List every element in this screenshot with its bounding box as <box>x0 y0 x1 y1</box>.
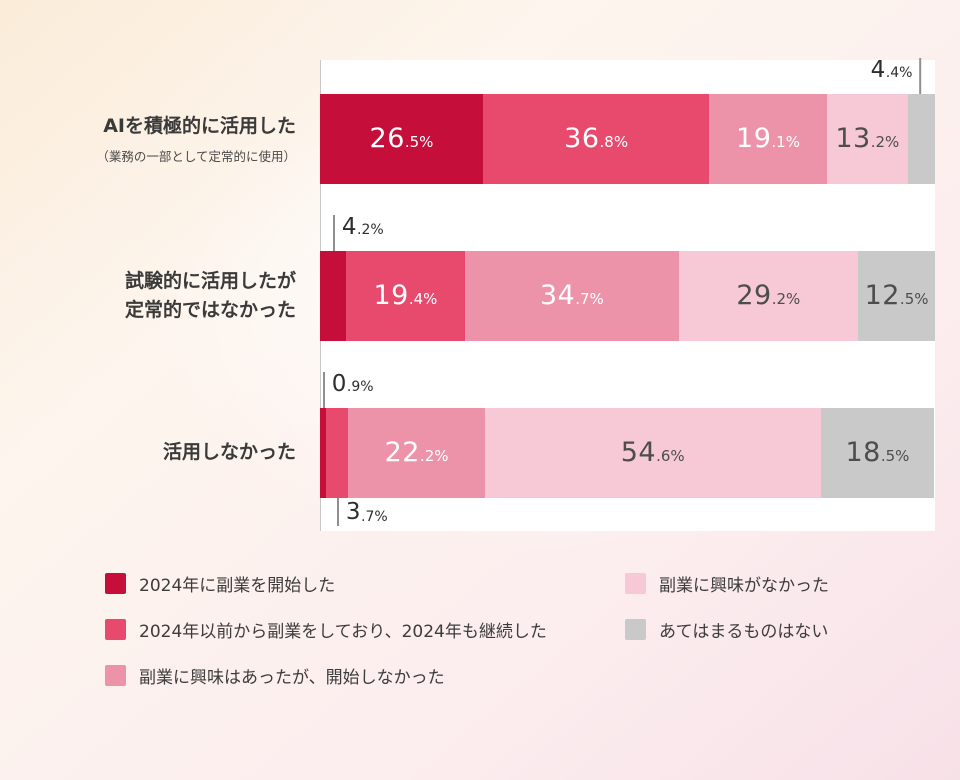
value-integer: 19 <box>736 123 772 154</box>
bar-value-label: 19.4% <box>374 280 438 311</box>
bar-segment: 18.5% <box>820 407 935 498</box>
bar-value-label: 13.2% <box>835 123 899 154</box>
bar-value-label: 26.5% <box>370 123 434 154</box>
legend-swatch <box>105 665 126 686</box>
bar-segment <box>325 407 349 498</box>
bar-segment: 34.7% <box>465 250 679 341</box>
bar-segment <box>907 93 935 184</box>
bar-track: 4.2% 19.4% 34.7% 29.2% 12.5% <box>320 214 935 341</box>
value-fraction: .2% <box>870 133 900 151</box>
category-label: AIを積極的に活用した （業務の一部として定常的に使用） <box>0 112 320 166</box>
bar-track: 0.9% 3.7% 22.2% 54.6% 18.5% <box>320 371 935 526</box>
category-label-sub: （業務の一部として定常的に使用） <box>96 149 296 165</box>
value-fraction: .5% <box>899 290 929 308</box>
bar-segment: 26.5% <box>320 93 483 184</box>
category-label-main: 活用しなかった <box>162 441 296 464</box>
value-integer: 54 <box>620 437 657 468</box>
category-label: 活用しなかった <box>0 438 320 467</box>
callout-value-label: 3.7% <box>336 497 388 526</box>
chart-row-ai-none: 活用しなかった 0.9% 3.7% 22.2% 54.6% 18.5% <box>0 371 935 531</box>
callout-value-label: 4.4% <box>870 56 922 94</box>
chart-row-ai-active: AIを積極的に活用した （業務の一部として定常的に使用） 26.5% 36.8% 1… <box>0 57 935 217</box>
legend-swatch <box>625 573 646 594</box>
legend-swatch <box>625 619 646 640</box>
value-fraction: .9% <box>346 378 374 395</box>
legend-column-left: 2024年に副業を開始した 2024年以前から副業をしており、2024年も継続した… <box>105 571 625 709</box>
bar-value-label: 19.1% <box>736 123 800 154</box>
value-integer: 12 <box>864 280 900 311</box>
chart-rows: AIを積極的に活用した （業務の一部として定常的に使用） 26.5% 36.8% 1… <box>0 57 935 531</box>
value-fraction: .4% <box>885 64 913 81</box>
category-label: 試験的に活用したが 定常的ではなかった <box>0 267 320 324</box>
legend: 2024年に副業を開始した 2024年以前から副業をしており、2024年も継続した… <box>105 571 960 709</box>
value-fraction: .7% <box>361 509 388 526</box>
value-integer: 0 <box>331 370 347 397</box>
value-integer: 18 <box>845 437 881 468</box>
value-integer: 4 <box>870 56 886 83</box>
bar-value-label: 18.5% <box>845 437 909 468</box>
legend-item: 副業に興味はあったが、開始しなかった <box>105 663 625 688</box>
bar-segment: 22.2% <box>348 407 485 498</box>
legend-item: 2024年以前から副業をしており、2024年も継続した <box>105 617 625 642</box>
category-label-main: AIを積極的に活用した <box>103 114 296 137</box>
bar-value-label: 36.8% <box>564 123 628 154</box>
value-integer: 3 <box>345 499 362 526</box>
value-fraction: .2% <box>357 221 384 238</box>
legend-item: 副業に興味がなかった <box>625 571 829 596</box>
value-integer: 34 <box>539 280 576 311</box>
bar-segment: 54.6% <box>484 407 821 498</box>
value-integer: 13 <box>835 123 871 154</box>
value-integer: 4 <box>341 213 358 240</box>
bar-track: 26.5% 36.8% 19.1% 13.2% 4.4% <box>320 57 935 184</box>
bar-segment: 29.2% <box>678 250 859 341</box>
bar-segment: 13.2% <box>826 93 908 184</box>
value-integer: 19 <box>373 280 409 311</box>
stacked-bar-chart: AIを積極的に活用した （業務の一部として定常的に使用） 26.5% 36.8% 1… <box>0 57 935 531</box>
bar-value-label: 12.5% <box>865 280 929 311</box>
value-fraction: .7% <box>575 290 604 308</box>
legend-swatch <box>105 619 126 640</box>
legend-item: 2024年に副業を開始した <box>105 571 625 596</box>
callout-value-label: 4.2% <box>332 213 384 251</box>
bar-segment: 36.8% <box>482 93 710 184</box>
bar-value-label: 29.2% <box>736 280 800 311</box>
value-fraction: .4% <box>408 290 438 308</box>
value-fraction: .8% <box>599 133 629 151</box>
legend-item: あてはまるものはない <box>625 617 829 642</box>
legend-column-right: 副業に興味がなかった あてはまるものはない <box>625 571 829 709</box>
value-integer: 29 <box>736 280 772 311</box>
value-fraction: .1% <box>771 133 800 151</box>
value-integer: 26 <box>369 123 405 154</box>
value-fraction: .2% <box>419 447 449 465</box>
value-fraction: .2% <box>771 290 801 308</box>
value-integer: 22 <box>384 437 420 468</box>
value-fraction: .6% <box>656 447 685 465</box>
bar-segment: 12.5% <box>858 250 935 341</box>
bar-segment <box>320 407 326 498</box>
callout-value-label: 0.9% <box>322 370 374 408</box>
legend-label: 2024年に副業を開始した <box>139 576 336 596</box>
value-fraction: .5% <box>404 133 434 151</box>
legend-swatch <box>105 573 126 594</box>
bar-segment: 19.1% <box>709 93 827 184</box>
legend-label: 副業に興味はあったが、開始しなかった <box>139 668 445 688</box>
legend-label: あてはまるものはない <box>659 622 829 642</box>
bar-value-label: 34.7% <box>540 280 604 311</box>
bar-value-label: 22.2% <box>385 437 449 468</box>
bar-value-label: 54.6% <box>621 437 685 468</box>
bar-segment: 19.4% <box>345 250 466 341</box>
chart-row-ai-experimental: 試験的に活用したが 定常的ではなかった 4.2% 19.4% 34.7% 29.2% 1… <box>0 214 935 374</box>
value-integer: 36 <box>564 123 600 154</box>
bar-segment <box>320 250 346 341</box>
category-label-main: 試験的に活用したが 定常的ではなかった <box>124 270 296 321</box>
legend-label: 副業に興味がなかった <box>659 576 829 596</box>
legend-label: 2024年以前から副業をしており、2024年も継続した <box>139 622 547 642</box>
value-fraction: .5% <box>880 447 910 465</box>
